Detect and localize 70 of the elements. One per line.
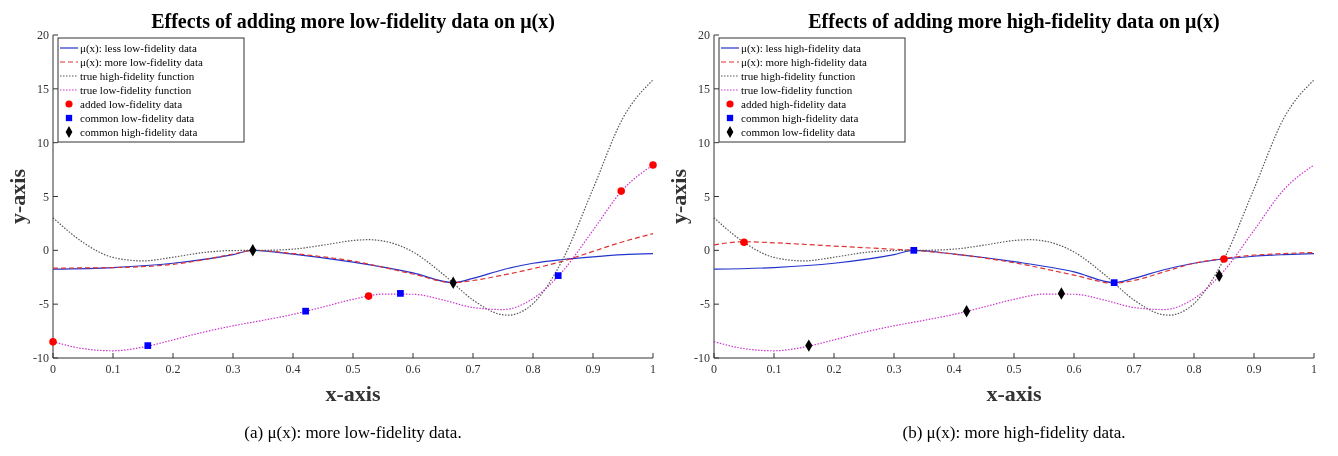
legend-label: added low-fidelity data	[80, 98, 183, 110]
x-tick-label: 0.7	[1126, 362, 1142, 376]
legend-label: true high-fidelity function	[741, 70, 856, 82]
point	[910, 246, 918, 254]
x-tick-label: 0.4	[946, 362, 962, 376]
x-tick-label: 0.7	[465, 362, 481, 376]
y-tick-label: 20	[698, 28, 710, 42]
legend-label: added high-fidelity data	[741, 98, 847, 110]
x-tick-label: 0.4	[285, 362, 301, 376]
x-tick-label: 1	[1311, 362, 1317, 376]
x-tick-label: 0.1	[105, 362, 121, 376]
y-axis-title: y-axis	[666, 168, 691, 224]
point	[554, 272, 562, 279]
chart-title: Effects of adding more high-fidelity data on μ(x)	[808, 10, 1220, 33]
x-tick-label: 0.8	[1186, 362, 1202, 376]
y-tick-label: 10	[698, 135, 710, 150]
point	[1110, 279, 1118, 286]
chart-title: Effects of adding more low-fidelity data on μ(x)	[151, 10, 555, 33]
x-tick-label: 0.6	[1066, 362, 1082, 376]
x-tick-label: 0.2	[165, 362, 181, 376]
x-tick-label: 0.2	[826, 362, 842, 376]
point	[397, 290, 404, 297]
point	[1220, 255, 1228, 263]
y-tick-label: -5	[39, 297, 49, 312]
legend-label: true low-fidelity function	[80, 84, 192, 96]
legend-label: μ(x): more high-fidelity data	[741, 56, 868, 69]
x-tick-label: 0.8	[525, 362, 541, 376]
point	[144, 342, 152, 349]
y-tick-label: -10	[694, 351, 710, 365]
point	[617, 187, 625, 195]
y-tick-label: 15	[37, 81, 49, 96]
point	[364, 292, 373, 300]
text: (a) μ(x): more low-fidelity data.	[244, 423, 462, 442]
y-tick-label: 10	[37, 135, 49, 150]
point	[302, 307, 309, 315]
line-series	[713, 249, 1315, 284]
legend-label: common high-fidelity data	[80, 126, 198, 138]
x-tick-label: 0.5	[345, 362, 361, 376]
y-tick-label: 15	[698, 81, 710, 96]
y-tick-label: 20	[37, 28, 49, 42]
legend-label: true low-fidelity function	[741, 84, 853, 96]
y-tick-label: -5	[700, 297, 710, 312]
legend-label: common low-fidelity data	[80, 112, 195, 124]
x-tick-label: 0.9	[1246, 362, 1262, 376]
x-tick-label: 1	[650, 362, 656, 376]
legend-label: common high-fidelity data	[741, 112, 859, 124]
x-tick-label: 0.5	[1006, 362, 1022, 376]
legend-label: common low-fidelity data	[741, 126, 856, 138]
y-tick-label: 5	[704, 189, 710, 204]
x-tick-label: 0.1	[766, 362, 782, 376]
y-axis-title: y-axis	[5, 168, 30, 224]
x-axis-title: x-axis	[325, 381, 381, 406]
x-tick-label: 0.3	[886, 362, 902, 376]
x-tick-label: 0.3	[225, 362, 241, 376]
line-series	[713, 164, 1315, 352]
legend-label: true high-fidelity function	[80, 70, 195, 82]
point	[649, 161, 657, 169]
legend-label: μ(x): more low-fidelity data	[80, 56, 203, 69]
x-tick-label: 0.6	[405, 362, 421, 376]
text: (b) μ(x): more high-fidelity data.	[902, 423, 1126, 442]
y-tick-label: 0	[43, 243, 49, 258]
point	[740, 238, 748, 247]
x-axis-title: x-axis	[986, 381, 1042, 406]
y-tick-label: -10	[33, 351, 49, 365]
legend-label: μ(x): less low-fidelity data	[80, 42, 197, 55]
y-tick-label: 0	[704, 243, 710, 258]
y-tick-label: 5	[43, 189, 49, 204]
point	[49, 338, 57, 346]
x-tick-label: 0.9	[585, 362, 601, 376]
legend-label: μ(x): less high-fidelity data	[741, 42, 861, 55]
